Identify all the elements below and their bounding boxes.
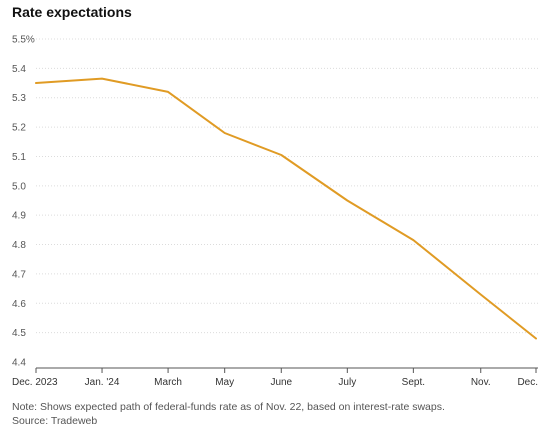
y-tick-label: 4.4 [12,358,26,369]
y-tick-label: 5.3 [12,93,26,104]
chart-title: Rate expectations [12,4,132,20]
x-tick-label: Sept. [402,377,425,388]
chart-source: Source: Tradeweb [12,415,98,427]
y-tick-label: 4.5 [12,328,26,339]
chart-note: Note: Shows expected path of federal-fun… [12,401,445,413]
series-layer [35,77,537,340]
series-line [35,77,537,340]
y-tick-label: 5.0 [12,181,26,192]
y-tick-label: 5.5% [12,35,35,46]
x-tick-label: Nov. [471,377,491,388]
y-tick-label: 5.1 [12,152,26,163]
x-tick-label: Dec. 2023 [12,377,58,388]
x-tick-label: March [154,377,182,388]
x-axis: Dec. 2023 Jan. '24 March May June July Sept. No… [12,367,538,388]
y-tick-label: 5.2 [12,123,26,134]
y-tick-label: 4.6 [12,299,26,310]
y-axis: 4.4 4.5 4.6 4.7 4.8 4.9 5.0 5.1 5.2 5.3 5.4 5.5% [12,35,35,369]
line-chart: 4.4 4.5 4.6 4.7 4.8 4.9 5.0 5.1 5.2 5.3 5.4 5.5% De… [12,35,538,388]
x-tick-label: July [338,377,356,388]
gridlines [36,38,538,334]
x-tick-label: Jan. '24 [85,377,120,388]
x-tick-label: May [215,377,234,388]
y-tick-label: 5.4 [12,64,26,75]
y-tick-label: 4.9 [12,211,26,222]
y-tick-label: 4.8 [12,240,26,251]
x-tick-label: Dec. [517,377,538,388]
y-tick-label: 4.7 [12,269,26,280]
x-tick-label: June [270,377,292,388]
